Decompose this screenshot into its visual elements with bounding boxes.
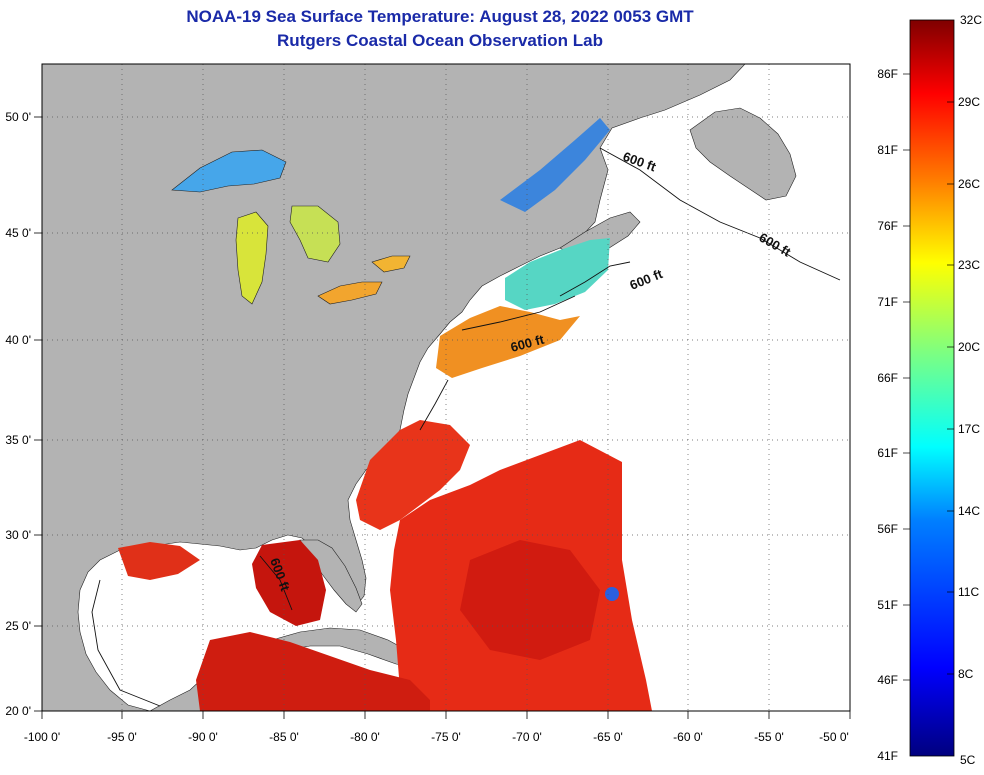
colorbar-fahrenheit-label: 81F (877, 143, 898, 157)
sst-gulf-mexico-east (252, 540, 326, 626)
lon-tick-label: -100 0' (24, 730, 60, 744)
lon-tick-label: -85 0' (269, 730, 299, 744)
lake-michigan (235, 211, 269, 305)
sst-se-coast (356, 420, 470, 530)
map-subtitle: Rutgers Coastal Ocean Observation Lab (277, 31, 603, 50)
sst-gulf-of-maine (505, 238, 610, 310)
lon-tick-label: -55 0' (754, 730, 784, 744)
lon-tick-label: -90 0' (188, 730, 218, 744)
lake-huron (289, 205, 341, 263)
colorbar-fahrenheit-label: 61F (877, 446, 898, 460)
sst-caribbean (196, 632, 430, 711)
sst-gulf-mexico-west (118, 542, 200, 580)
lat-tick-label: 40 0' (5, 333, 31, 347)
colorbar-fahrenheit-label: 41F (877, 749, 898, 763)
colorbar-celsius-label: 5C (960, 753, 976, 767)
colorbar-fahrenheit-label: 71F (877, 295, 898, 309)
colorbar-fahrenheit-label: 51F (877, 598, 898, 612)
colorbar-celsius-label: 26C (958, 177, 980, 191)
sst-cold-eddy (605, 587, 619, 601)
sst-open-atlantic-hot (460, 540, 600, 660)
lon-tick-label: -75 0' (431, 730, 461, 744)
lake-ontario (371, 255, 411, 273)
map-title: NOAA-19 Sea Surface Temperature: August … (186, 7, 694, 26)
frame-ticks (34, 116, 851, 719)
colorbar-fahrenheit-label: 56F (877, 522, 898, 536)
colorbar-fahrenheit-label: 46F (877, 673, 898, 687)
sst-gulf-st-lawrence (500, 118, 610, 212)
colorbar-celsius-label: 32C (960, 13, 982, 27)
colorbar-fahrenheit-label: 66F (877, 371, 898, 385)
colorbar-celsius-label: 20C (958, 340, 980, 354)
lon-tick-label: -50 0' (819, 730, 849, 744)
land-newfoundland (689, 107, 797, 201)
colorbar-fahrenheit-label: 76F (877, 219, 898, 233)
colorbar-celsius-label: 11C (958, 585, 979, 599)
lat-tick-label: 45 0' (5, 226, 31, 240)
colorbar-fahrenheit-label: 86F (877, 67, 898, 81)
colorbar (909, 19, 955, 757)
lake-erie (317, 281, 383, 305)
colorbar-celsius-label: 8C (958, 667, 974, 681)
lon-tick-label: -70 0' (512, 730, 542, 744)
isobath-lines (91, 147, 841, 707)
lon-tick-label: -65 0' (593, 730, 623, 744)
lat-tick-label: 25 0' (5, 619, 31, 633)
colorbar-celsius-label: 29C (958, 95, 980, 109)
colorbar-ticks (903, 73, 954, 681)
colorbar-celsius-label: 23C (958, 258, 980, 272)
lon-tick-label: -95 0' (107, 730, 137, 744)
lat-tick-label: 30 0' (5, 528, 31, 542)
lon-tick-label: -80 0' (350, 730, 380, 744)
sst-mid-atlantic (436, 306, 580, 378)
colorbar-celsius-label: 17C (958, 422, 980, 436)
lake-superior (171, 149, 287, 193)
lat-tick-label: 35 0' (5, 433, 31, 447)
lat-tick-label: 50 0' (5, 110, 31, 124)
lat-tick-label: 20 0' (5, 704, 31, 718)
lon-tick-label: -60 0' (673, 730, 703, 744)
colorbar-celsius-label: 14C (958, 504, 980, 518)
